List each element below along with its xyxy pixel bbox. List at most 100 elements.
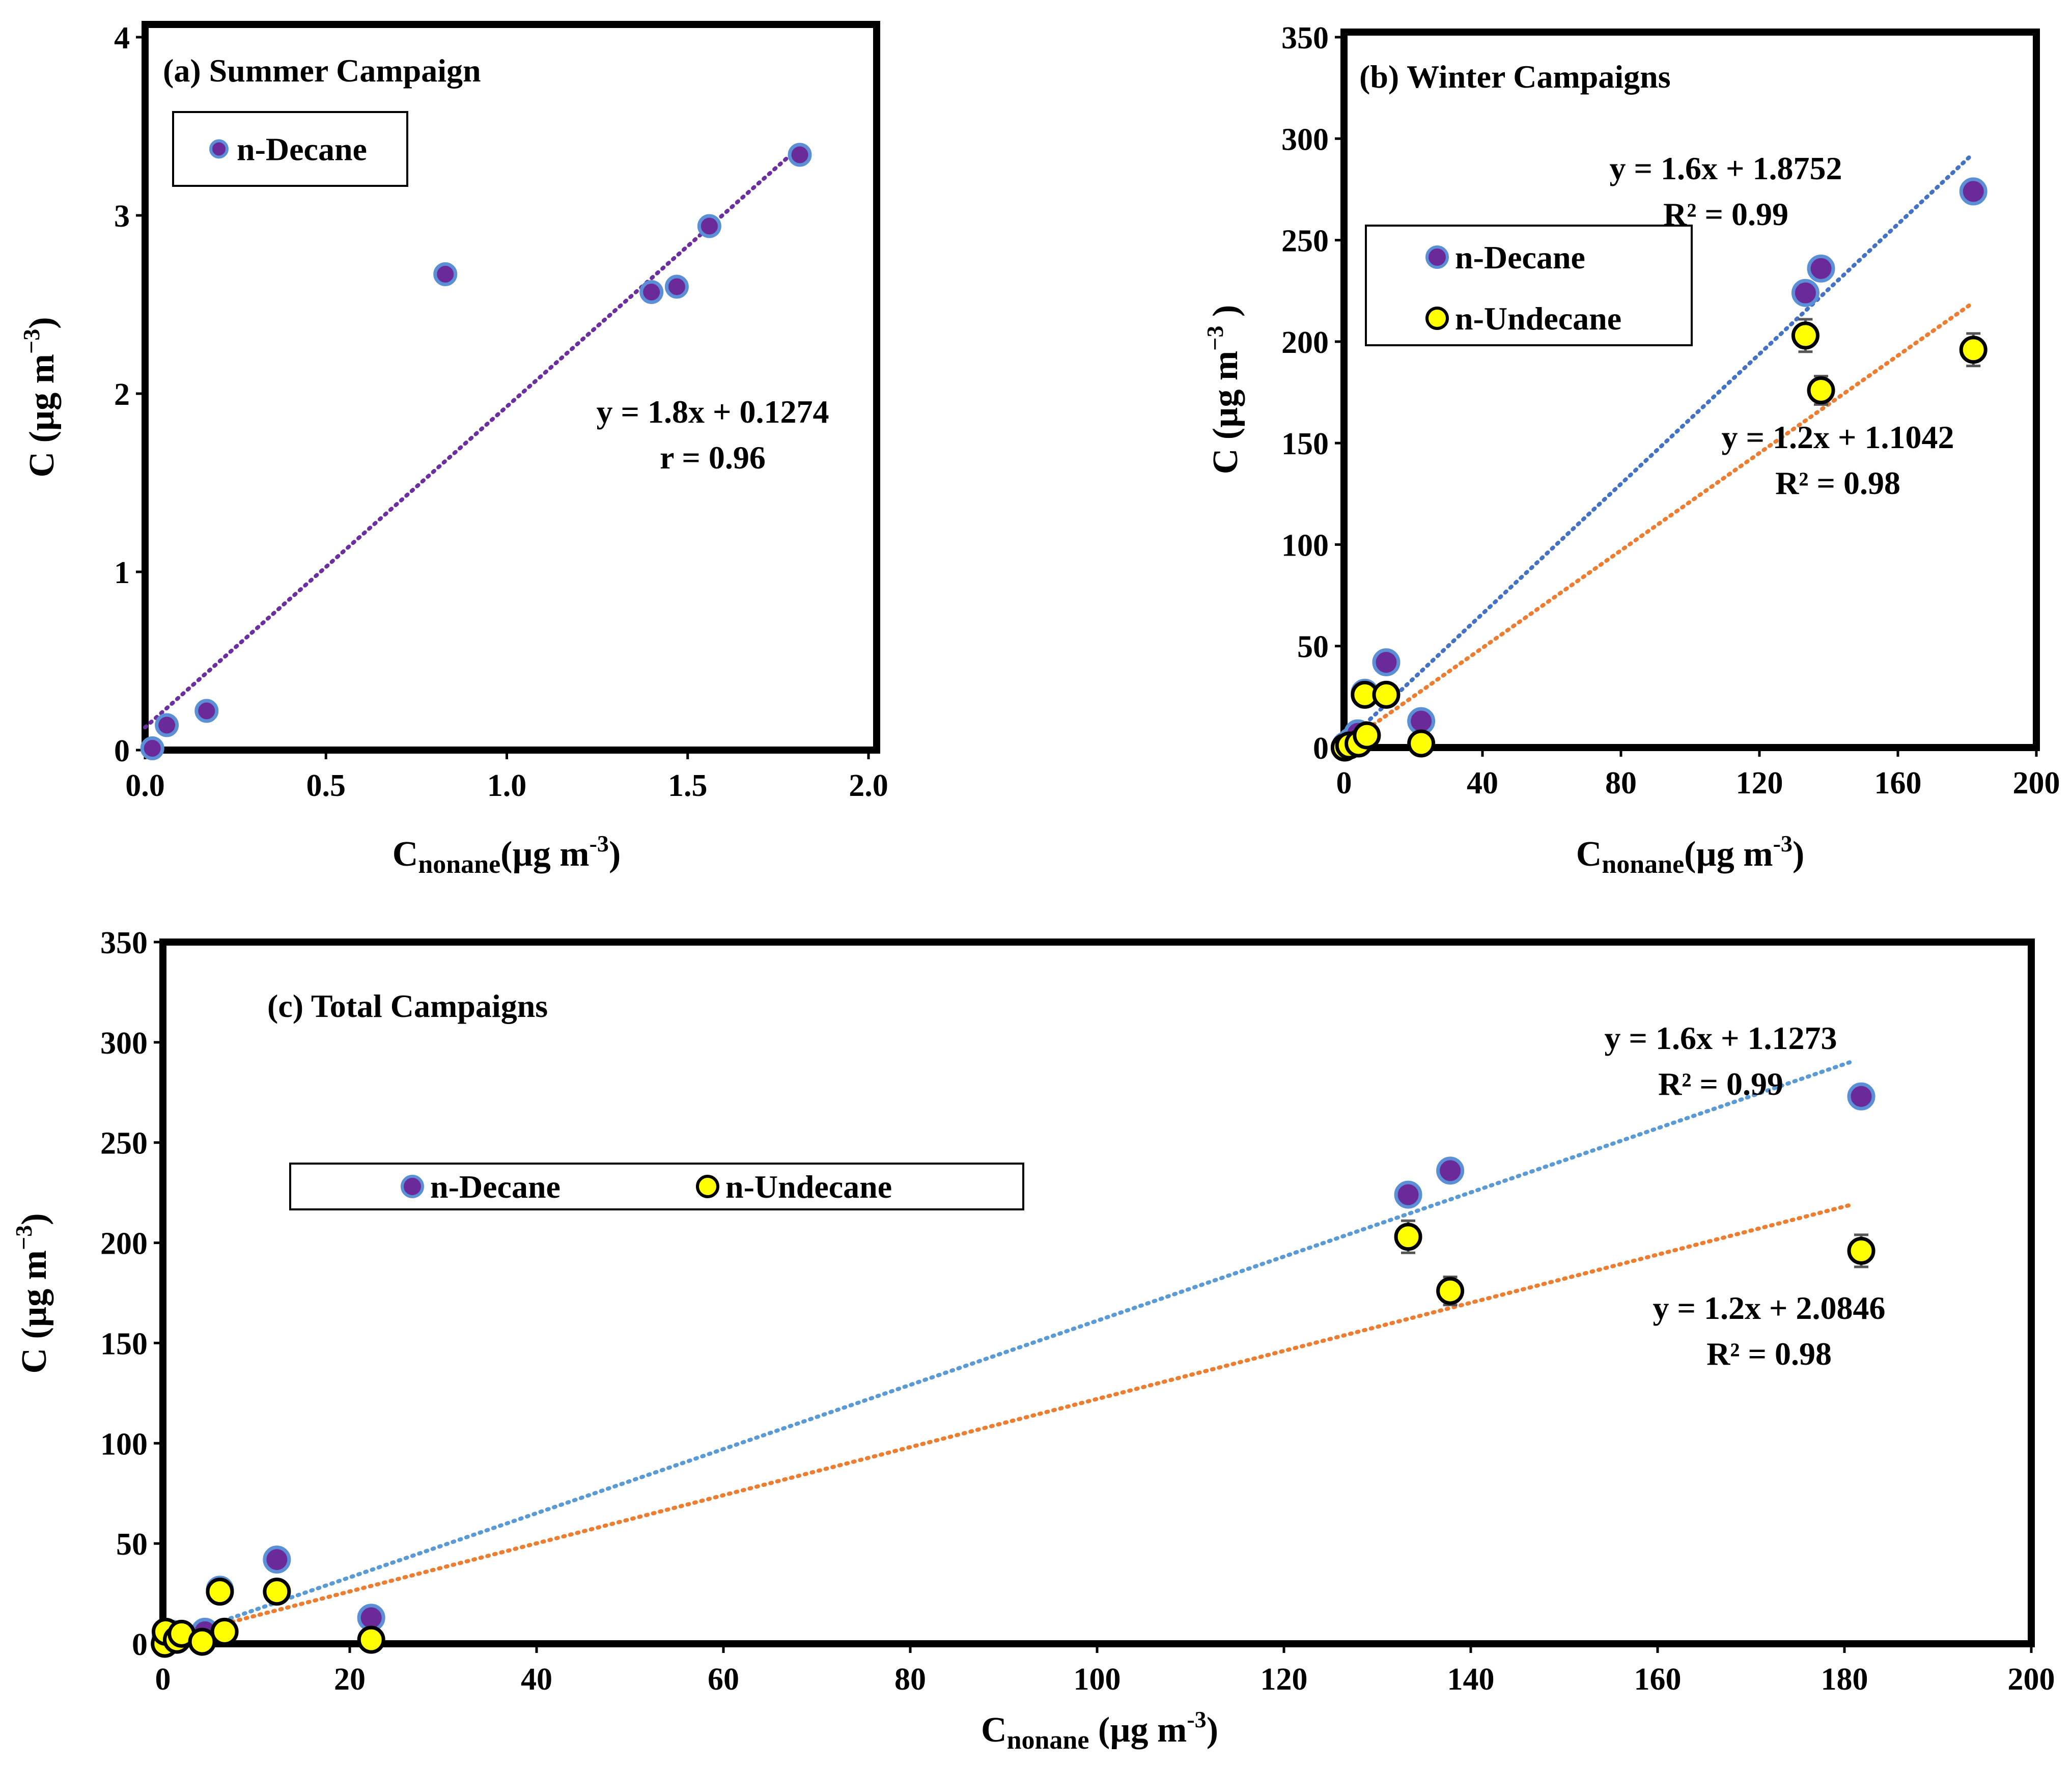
y-tick-label: 250	[1281, 224, 1329, 259]
legend-box	[289, 1163, 1024, 1210]
data-point-n-undecane	[1407, 729, 1436, 758]
panel-title: (a) Summer Campaign	[163, 52, 481, 89]
data-point-n-undecane	[1959, 336, 1987, 364]
panel-c: 0 20 40 60 80 100 120 140 160 180 200 0 50 100 150 200 2…	[11, 926, 2055, 1755]
y-tick-label: 50	[1297, 630, 1329, 665]
data-point-n-undecane	[206, 1578, 234, 1606]
data-point-n-decane	[1807, 254, 1835, 283]
legend-label: n-Decane	[430, 1169, 561, 1205]
x-tick-label: 60	[708, 1662, 739, 1697]
data-point-n-decane	[664, 274, 689, 299]
data-point-n-decane	[194, 699, 219, 723]
panel-title: (c) Total Campaigns	[267, 988, 548, 1024]
y-tick-label: 350	[100, 926, 148, 960]
y-tick-label: 50	[116, 1527, 148, 1562]
trend-equation: y = 1.8x + 0.1274	[597, 394, 829, 430]
data-point-n-decane	[697, 214, 721, 238]
trend-equation: y = 1.2x + 1.1042	[1722, 419, 1954, 455]
data-point-n-decane	[1847, 1082, 1875, 1111]
panel-title: (b) Winter Campaigns	[1359, 59, 1671, 95]
data-point-n-decane	[639, 280, 664, 304]
y-tick-label: 0	[114, 734, 130, 768]
trend-equation: y = 1.2x + 2.0846	[1653, 1290, 1886, 1326]
y-axis-label: C (µg m−3 )	[1202, 305, 1245, 475]
trendline-n-undecane	[1342, 302, 1973, 748]
x-tick-label: 160	[1634, 1662, 1682, 1697]
data-point-n-decane	[1791, 279, 1819, 307]
y-tick-label: 150	[100, 1327, 148, 1361]
y-tick-label: 4	[114, 21, 130, 56]
trend-equation: y = 1.6x + 1.8752	[1610, 150, 1842, 186]
trendline-n-undecane	[161, 1202, 1856, 1642]
data-point-n-undecane	[1394, 1223, 1422, 1251]
legend-box	[1365, 225, 1693, 346]
x-tick-label: 180	[1821, 1662, 1868, 1697]
x-tick-label: 200	[2008, 1662, 2055, 1697]
legend-label: n-Undecane	[725, 1169, 892, 1205]
y-tick-label: 0	[1313, 731, 1329, 766]
y-tick-label: 100	[100, 1427, 148, 1461]
x-tick-label: 120	[1736, 766, 1783, 800]
data-point-n-decane	[1959, 177, 1987, 206]
data-point-n-decane	[1436, 1156, 1465, 1185]
legend-label: n-Decane	[1455, 239, 1585, 275]
data-point-n-undecane	[1372, 680, 1401, 709]
legend-label: n-Undecane	[1455, 300, 1621, 337]
x-tick-label: 40	[1467, 766, 1498, 800]
legend-marker	[696, 1175, 719, 1198]
x-tick-label: 0	[155, 1662, 171, 1697]
y-tick-label: 1	[114, 556, 130, 590]
y-axis-label: C (µg m−3)	[11, 1213, 54, 1373]
y-axis-label: C (µg m−3)	[18, 317, 62, 477]
y-tick-label: 200	[100, 1227, 148, 1261]
trend-statistic: r = 0.96	[660, 439, 766, 476]
data-point-n-decane	[263, 1545, 291, 1574]
trend-equation: y = 1.6x + 1.1273	[1605, 1020, 1837, 1056]
trend-statistic: R² = 0.99	[1663, 196, 1788, 232]
trend-statistic: R² = 0.98	[1775, 465, 1900, 501]
x-tick-label: 100	[1074, 1662, 1121, 1697]
legend-marker	[1425, 245, 1449, 269]
data-point-n-decane	[788, 143, 812, 167]
y-tick-label: 3	[114, 199, 130, 234]
y-tick-label: 2	[114, 377, 130, 412]
y-tick-label: 150	[1281, 427, 1329, 461]
y-tick-label: 250	[100, 1126, 148, 1161]
x-tick-label: 0	[1336, 766, 1352, 800]
trend-statistic: R² = 0.99	[1658, 1066, 1783, 1102]
plot-frame-a	[142, 21, 880, 754]
x-tick-label: 2.0	[849, 768, 888, 803]
legend-marker	[209, 139, 229, 159]
x-tick-label: 0.0	[125, 768, 165, 803]
y-tick-label: 0	[132, 1627, 148, 1662]
legend-label: n-Decane	[237, 131, 367, 168]
data-point-n-decane	[433, 262, 458, 286]
data-point-n-undecane	[1807, 376, 1835, 405]
x-tick-label: 120	[1261, 1662, 1308, 1697]
trend-statistic: R² = 0.98	[1706, 1336, 1832, 1372]
data-point-n-undecane	[1847, 1236, 1875, 1265]
trendline-n-decane	[143, 145, 802, 730]
data-point-n-decane	[140, 736, 164, 760]
x-tick-label: 0.5	[306, 768, 346, 803]
x-tick-label: 1.0	[487, 768, 527, 803]
x-tick-label: 160	[1874, 766, 1922, 800]
data-point-n-undecane	[188, 1627, 216, 1656]
plot-frame-b	[1340, 29, 2040, 751]
data-point-n-undecane	[357, 1625, 385, 1654]
x-tick-label: 20	[334, 1662, 366, 1697]
x-tick-label: 40	[521, 1662, 552, 1697]
y-tick-label: 300	[100, 1026, 148, 1061]
x-tick-label: 1.5	[668, 768, 708, 803]
x-tick-label: 80	[894, 1662, 926, 1697]
data-point-n-undecane	[210, 1617, 239, 1646]
trendline-n-decane	[1342, 154, 1973, 746]
y-tick-label: 200	[1281, 325, 1329, 360]
trendline-n-decane	[161, 1059, 1856, 1644]
data-point-n-undecane	[1353, 721, 1381, 750]
legend-marker	[1425, 307, 1449, 330]
x-axis-label: Cnonane(µg m-3)	[393, 831, 621, 879]
legend-marker	[401, 1175, 424, 1198]
data-point-n-decane	[155, 713, 179, 737]
